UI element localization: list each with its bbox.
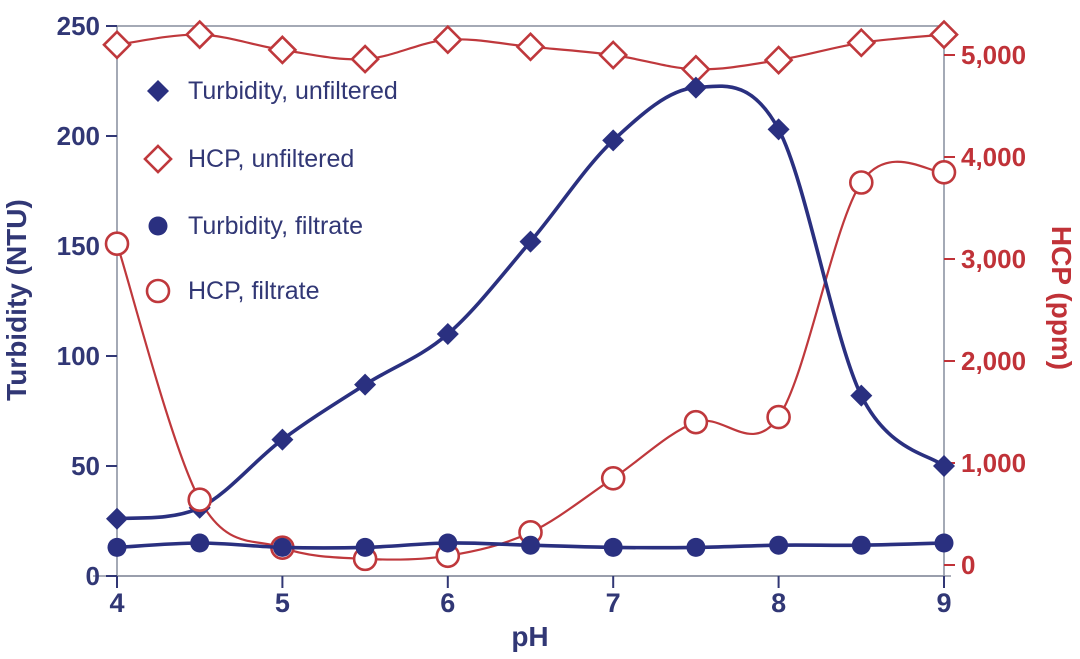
marker-diamond-filled bbox=[684, 76, 707, 99]
y-left-tick-label: 200 bbox=[57, 121, 100, 151]
marker-diamond-filled bbox=[602, 129, 625, 152]
legend-item-3: Turbidity, filtrate bbox=[148, 212, 363, 240]
x-tick-label: 5 bbox=[275, 588, 290, 618]
legend-item-1: Turbidity, unfiltered bbox=[147, 77, 398, 105]
marker-diamond-open bbox=[763, 45, 794, 75]
x-tick-label: 8 bbox=[771, 588, 786, 618]
series-markers-3 bbox=[107, 533, 954, 557]
marker-diamond-open bbox=[929, 19, 959, 50]
marker-diamond-filled bbox=[933, 455, 955, 477]
marker-diamond-open bbox=[432, 24, 463, 55]
legend-label: Turbidity, filtrate bbox=[188, 212, 363, 240]
marker-diamond-filled bbox=[519, 230, 542, 253]
marker-diamond-filled bbox=[147, 80, 169, 102]
y-left-tick-label: 150 bbox=[57, 231, 100, 261]
marker-circle-filled bbox=[521, 535, 540, 555]
marker-diamond-filled bbox=[106, 507, 128, 530]
legend-item-2: HCP, unfiltered bbox=[143, 144, 354, 174]
marker-circle-filled bbox=[851, 535, 871, 555]
marker-diamond-open bbox=[143, 144, 173, 174]
marker-circle-open bbox=[600, 465, 626, 491]
marker-circle-open bbox=[931, 160, 957, 185]
marker-circle-open bbox=[766, 404, 791, 430]
x-tick-label: 6 bbox=[440, 588, 455, 618]
marker-circle-open bbox=[104, 231, 130, 256]
y-left-tick-label: 250 bbox=[57, 11, 100, 41]
y-right-tick-label: 4,000 bbox=[961, 142, 1026, 172]
legend-label: HCP, filtrate bbox=[188, 277, 320, 305]
y-left-tick-label: 50 bbox=[71, 451, 100, 481]
marker-diamond-open bbox=[267, 35, 298, 65]
marker-circle-filled bbox=[190, 533, 210, 553]
x-axis-title: pH bbox=[511, 621, 548, 652]
marker-circle-filled bbox=[355, 537, 375, 557]
marker-diamond-open bbox=[350, 44, 380, 74]
series-markers-2 bbox=[102, 19, 959, 85]
right-axis-title: HCP (ppm) bbox=[1046, 226, 1077, 370]
marker-circle-open bbox=[145, 278, 171, 304]
marker-circle-filled bbox=[148, 216, 168, 236]
left-axis-title: Turbidity (NTU) bbox=[1, 199, 32, 401]
y-right-tick-label: 3,000 bbox=[961, 244, 1026, 274]
x-tick-label: 9 bbox=[936, 588, 951, 618]
marker-diamond-filled bbox=[436, 323, 459, 345]
marker-diamond-open bbox=[598, 40, 629, 70]
marker-diamond-filled bbox=[354, 373, 377, 396]
y-left-tick-label: 0 bbox=[86, 561, 100, 591]
marker-diamond-open bbox=[846, 27, 877, 58]
x-tick-label: 7 bbox=[606, 588, 621, 618]
legend-label: Turbidity, unfiltered bbox=[188, 77, 398, 105]
marker-circle-filled bbox=[107, 537, 127, 557]
legend-item-4: HCP, filtrate bbox=[145, 277, 320, 305]
y-right-tick-label: 0 bbox=[961, 550, 975, 580]
marker-circle-filled bbox=[769, 535, 789, 555]
legend-label: HCP, unfiltered bbox=[188, 145, 354, 173]
marker-circle-filled bbox=[934, 533, 954, 553]
marker-circle-open bbox=[848, 170, 874, 195]
y-right-tick-label: 5,000 bbox=[961, 40, 1026, 70]
y-left-tick-label: 100 bbox=[57, 341, 100, 371]
marker-diamond-open bbox=[184, 19, 215, 50]
marker-diamond-open bbox=[102, 29, 132, 60]
marker-circle-filled bbox=[438, 533, 458, 553]
marker-diamond-filled bbox=[271, 428, 294, 451]
x-tick-label: 4 bbox=[109, 588, 124, 618]
y-right-tick-label: 1,000 bbox=[961, 448, 1026, 478]
marker-circle-filled bbox=[603, 537, 623, 557]
marker-diamond-filled bbox=[850, 384, 873, 407]
y-right-tick-label: 2,000 bbox=[961, 346, 1026, 376]
series-line-1 bbox=[115, 84, 946, 521]
marker-circle-open bbox=[683, 409, 709, 435]
marker-diamond-filled bbox=[767, 118, 790, 141]
marker-circle-open bbox=[187, 487, 212, 513]
marker-circle-filled bbox=[272, 537, 292, 557]
marker-diamond-open bbox=[515, 32, 546, 62]
marker-circle-filled bbox=[686, 537, 706, 557]
